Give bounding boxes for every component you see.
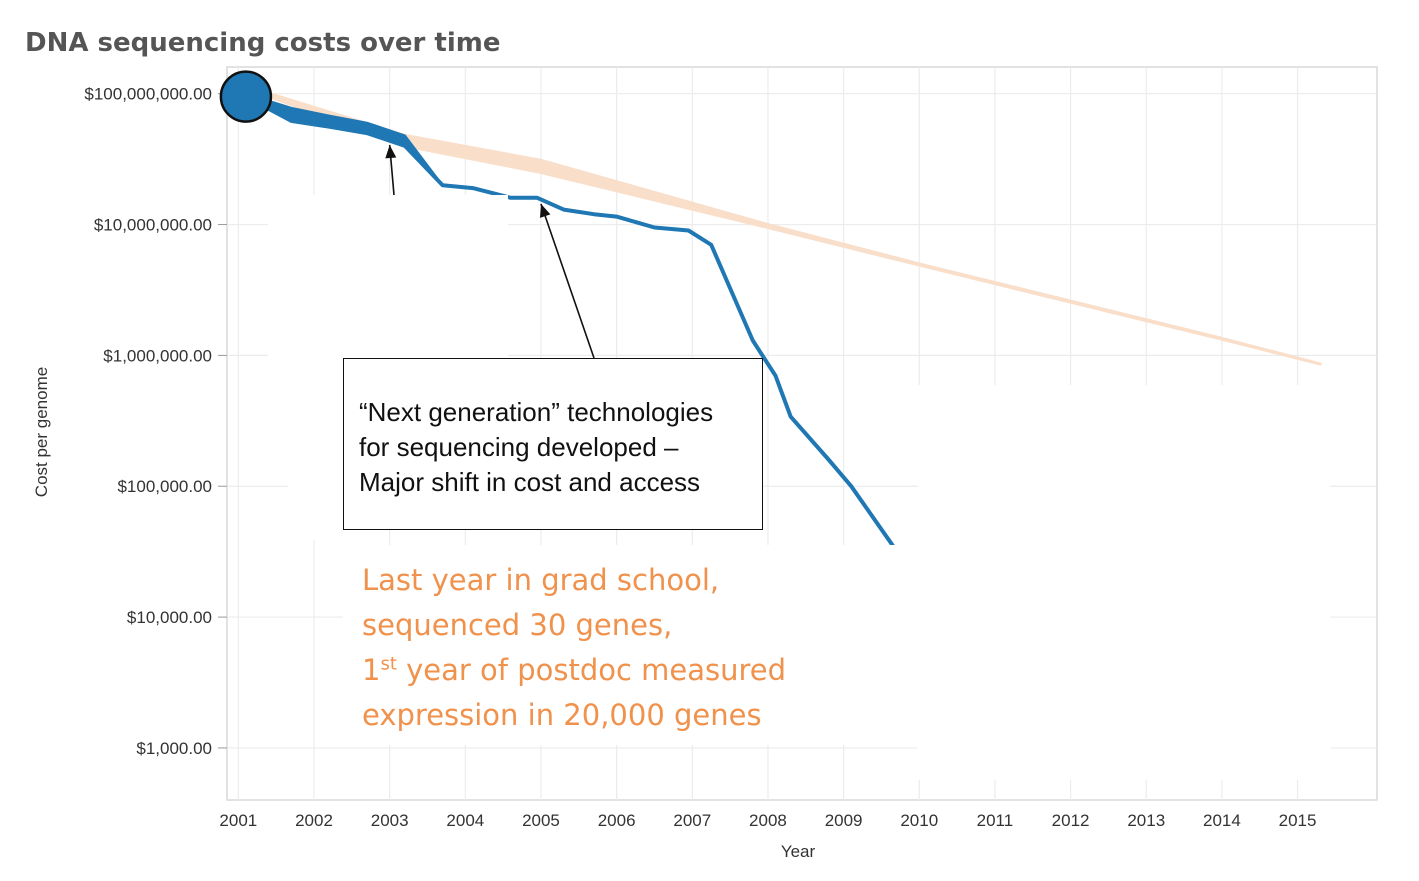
note-line: sequenced 30 genes, [362, 608, 673, 642]
masks [268, 195, 1330, 780]
plot-frame [226, 66, 1378, 801]
x-tick-label: 2009 [825, 811, 863, 830]
y-axis-label: Cost per genome [32, 367, 51, 497]
x-tick-label: 2004 [446, 811, 484, 830]
note-superscript: st [380, 653, 397, 675]
y-ticks: $100,000,000.00 $10,000,000.00 $1,000,000.… [84, 85, 227, 758]
note-line: expression in 20,000 genes [362, 698, 762, 732]
start-marker [219, 70, 273, 123]
mask-rect [918, 385, 1330, 780]
x-tick-label: 2001 [219, 811, 257, 830]
annotation-box: “Next generation” technologies for seque… [343, 358, 763, 530]
x-axis-label: Year [781, 842, 816, 861]
x-tick-label: 2007 [673, 811, 711, 830]
y-tick-label: $100,000,000.00 [84, 85, 212, 104]
note-text: Last year in grad school, sequenced 30 g… [362, 558, 786, 738]
note-line: 1st year of postdoc measured [362, 648, 786, 693]
chart-title: DNA sequencing costs over time [25, 28, 500, 58]
y-tick-label: $1,000.00 [136, 739, 212, 758]
x-tick-label: 2005 [522, 811, 560, 830]
note-number: 1 [362, 653, 381, 687]
note-text-rest: year of postdoc measured [396, 653, 787, 687]
x-tick-label: 2013 [1127, 811, 1165, 830]
annotation-arrows [385, 144, 595, 359]
annotation-line: for sequencing developed – [359, 432, 679, 462]
arrow-head [385, 145, 397, 159]
y-tick-label: $10,000.00 [127, 608, 212, 627]
mask-rect [268, 195, 508, 370]
x-tick-label: 2011 [977, 811, 1014, 830]
x-tick-label: 2014 [1203, 811, 1241, 830]
mask-rect [288, 370, 343, 540]
annotation-line: “Next generation” technologies [359, 397, 714, 427]
x-tick-label: 2010 [900, 811, 938, 830]
x-ticks: 2001 2002 2003 2004 2005 2006 2007 2008 2009 2010… [219, 811, 1316, 830]
y-tick-label: $10,000,000.00 [94, 216, 212, 235]
series-line [243, 94, 899, 553]
x-tick-label: 2003 [371, 811, 409, 830]
series-lines [243, 94, 899, 553]
series-band [259, 89, 1322, 366]
x-tick-label: 2008 [749, 811, 787, 830]
x-tick-label: 2012 [1052, 811, 1090, 830]
annotation-line: Major shift in cost and access [359, 467, 701, 497]
x-tick-label: 2002 [295, 811, 333, 830]
y-tick-label: $100,000.00 [117, 477, 212, 496]
x-tick-label: 2015 [1279, 811, 1317, 830]
arrow-head [540, 203, 551, 218]
note-line: Last year in grad school, [362, 563, 720, 597]
x-tick-label: 2006 [598, 811, 636, 830]
mask-rect [343, 545, 918, 745]
y-tick-label: $1,000,000.00 [103, 346, 212, 365]
arrow-line [540, 203, 595, 359]
